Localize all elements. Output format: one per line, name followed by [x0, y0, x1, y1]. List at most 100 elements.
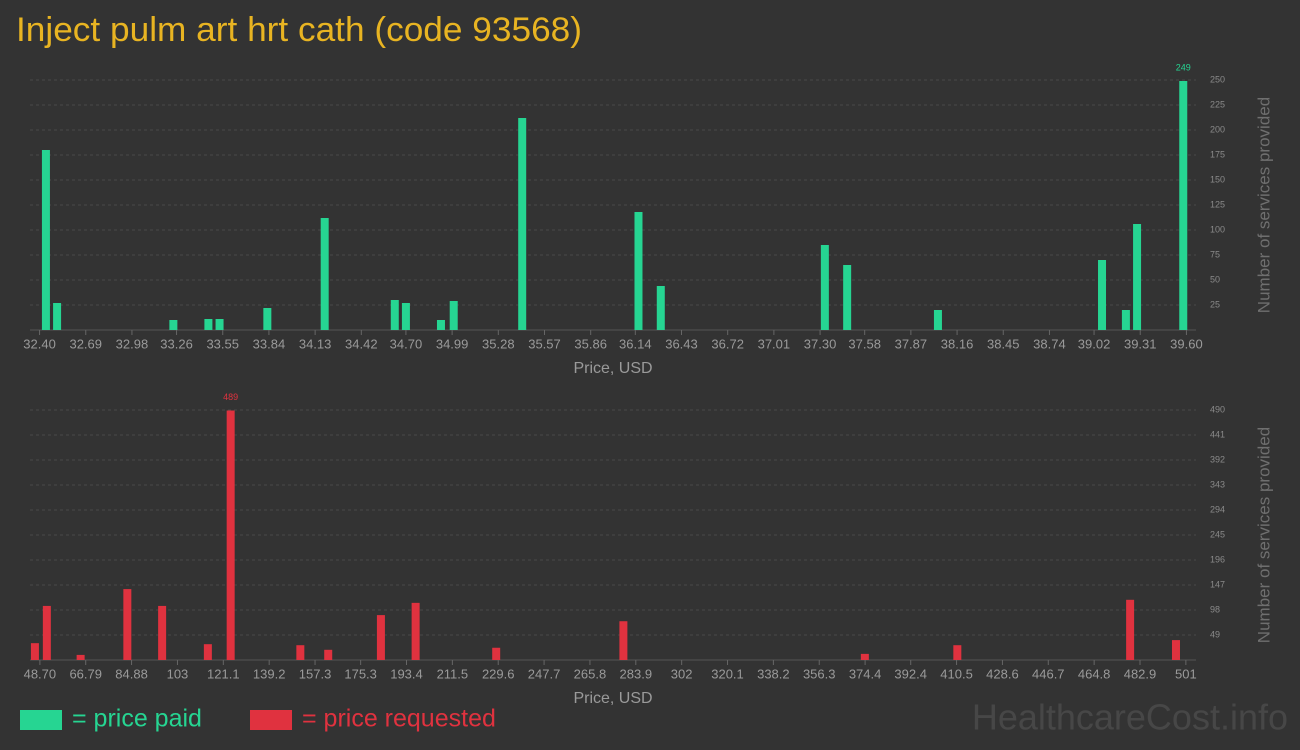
bar	[204, 319, 213, 330]
x-tick-label: 121.1	[207, 666, 240, 681]
legend-label: = price paid	[72, 705, 202, 733]
y-tick-label: 25	[1210, 299, 1220, 309]
bar	[30, 643, 39, 660]
bar	[634, 212, 643, 330]
x-tick-label: 39.60	[1170, 336, 1203, 351]
x-tick-label: 338.2	[757, 666, 790, 681]
bar	[76, 654, 85, 660]
y-tick-label: 50	[1210, 274, 1220, 284]
bar	[492, 647, 501, 660]
bar	[376, 615, 385, 660]
y-axis-label: Number of services provided	[1254, 427, 1273, 643]
bar	[953, 645, 962, 660]
y-tick-label: 98	[1210, 604, 1220, 614]
x-tick-label: 283.9	[620, 666, 653, 681]
bar	[933, 310, 942, 330]
x-tick-label: 464.8	[1078, 666, 1111, 681]
bar	[860, 653, 869, 660]
x-tick-label: 38.74	[1033, 336, 1066, 351]
x-tick-label: 320.1	[711, 666, 744, 681]
y-tick-label: 49	[1210, 629, 1220, 639]
x-tick-label: 39.31	[1124, 336, 1157, 351]
x-tick-label: 374.4	[849, 666, 882, 681]
x-tick-label: 34.13	[299, 336, 332, 351]
y-tick-label: 250	[1210, 74, 1225, 84]
bar	[518, 118, 527, 330]
y-tick-label: 125	[1210, 199, 1225, 209]
x-tick-label: 446.7	[1032, 666, 1065, 681]
x-tick-label: 48.70	[24, 666, 57, 681]
y-tick-label: 200	[1210, 124, 1225, 134]
x-axis-label: Price, USD	[573, 360, 652, 377]
bar	[203, 644, 212, 660]
y-tick-label: 225	[1210, 99, 1225, 109]
x-tick-label: 32.40	[23, 336, 56, 351]
bar	[656, 286, 665, 330]
bar	[1121, 310, 1130, 330]
x-tick-label: 38.45	[987, 336, 1020, 351]
x-tick-label: 193.4	[390, 666, 423, 681]
bar	[390, 300, 399, 330]
x-tick-label: 34.42	[345, 336, 378, 351]
bar	[123, 589, 132, 660]
x-tick-label: 35.28	[482, 336, 515, 351]
x-tick-label: 37.87	[895, 336, 928, 351]
x-tick-label: 35.86	[574, 336, 607, 351]
value-label: 489	[223, 392, 238, 402]
x-tick-label: 501	[1175, 666, 1197, 681]
bar	[226, 410, 235, 660]
legend-swatch	[20, 710, 62, 730]
page-title: Inject pulm art hrt cath (code 93568)	[16, 11, 582, 49]
bar	[1171, 640, 1180, 660]
y-tick-label: 100	[1210, 224, 1225, 234]
x-tick-label: 34.99	[436, 336, 469, 351]
x-tick-label: 139.2	[253, 666, 286, 681]
y-axis-label: Number of services provided	[1254, 97, 1273, 313]
x-tick-label: 482.9	[1124, 666, 1157, 681]
y-tick-label: 343	[1210, 479, 1225, 489]
x-tick-label: 392.4	[894, 666, 927, 681]
y-tick-label: 441	[1210, 429, 1225, 439]
bar	[1126, 599, 1135, 660]
bar	[296, 645, 305, 660]
bar	[158, 605, 167, 660]
bar	[215, 319, 224, 330]
value-label: 249	[1176, 62, 1191, 72]
bar	[42, 605, 51, 660]
x-tick-label: 356.3	[803, 666, 836, 681]
bar	[436, 320, 445, 330]
bar	[843, 265, 852, 330]
y-tick-label: 245	[1210, 529, 1225, 539]
x-tick-label: 36.43	[665, 336, 698, 351]
x-tick-label: 32.69	[69, 336, 102, 351]
y-tick-label: 294	[1210, 504, 1225, 514]
bar	[324, 649, 333, 660]
x-tick-label: 247.7	[528, 666, 561, 681]
legend-label: = price requested	[302, 705, 496, 733]
bar	[449, 301, 458, 330]
watermark: HealthcareCost.info	[972, 697, 1288, 738]
x-tick-label: 39.02	[1078, 336, 1111, 351]
x-tick-label: 229.6	[482, 666, 515, 681]
bar	[1133, 224, 1142, 330]
x-axis-label: Price, USD	[573, 690, 652, 707]
bar	[1098, 260, 1107, 330]
bar	[263, 308, 272, 330]
x-tick-label: 35.57	[528, 336, 561, 351]
x-tick-label: 66.79	[69, 666, 102, 681]
y-tick-label: 75	[1210, 249, 1220, 259]
x-tick-label: 36.72	[711, 336, 744, 351]
x-tick-label: 428.6	[986, 666, 1019, 681]
y-tick-label: 392	[1210, 454, 1225, 464]
bar	[411, 602, 420, 660]
x-tick-label: 38.16	[941, 336, 974, 351]
y-tick-label: 150	[1210, 174, 1225, 184]
bar	[820, 245, 829, 330]
y-tick-label: 196	[1210, 554, 1225, 564]
x-tick-label: 36.14	[619, 336, 652, 351]
x-tick-label: 33.26	[160, 336, 193, 351]
x-tick-label: 302	[671, 666, 693, 681]
bar	[401, 303, 410, 330]
x-tick-label: 37.58	[848, 336, 881, 351]
bar	[1179, 81, 1188, 330]
